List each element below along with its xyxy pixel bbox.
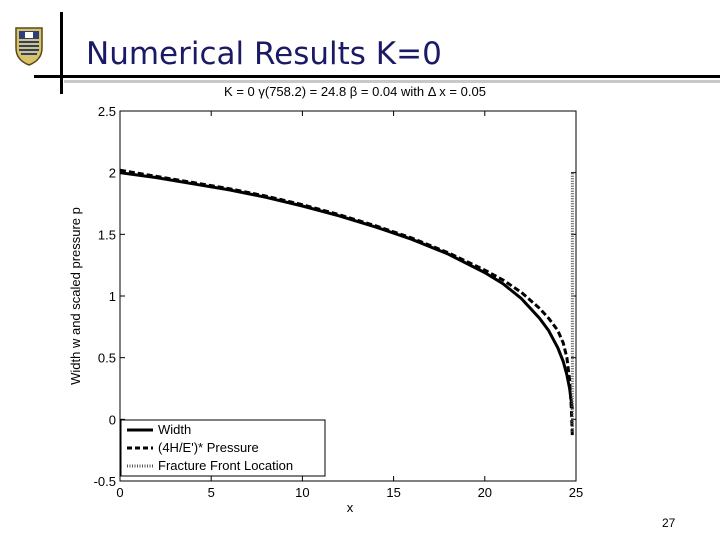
y-tick-label: 1.5: [98, 227, 116, 242]
header-shadow-rule: [64, 80, 720, 83]
legend: Width (4H/E')* Pressure Fracture Front L…: [120, 419, 326, 477]
y-tick-label: 0.5: [98, 351, 116, 366]
x-axis-label: x: [347, 500, 354, 515]
y-axis-label: Width w and scaled pressure p: [68, 207, 83, 385]
x-axis: 0 5 10 15 20 25: [116, 111, 583, 500]
page-number: 27: [662, 516, 676, 530]
x-tick-label: 25: [569, 485, 583, 500]
y-tick-label: -0.5: [94, 474, 116, 489]
slide-title: Numerical Results K=0: [86, 36, 442, 72]
chart-title: K = 0 γ(758.2) = 24.8 β = 0.04 with Δ x …: [224, 84, 486, 99]
legend-box: [120, 419, 326, 477]
legend-label-width: Width: [158, 422, 191, 437]
x-tick-label: 10: [295, 485, 309, 500]
legend-label-pressure: (4H/E')* Pressure: [158, 440, 259, 455]
x-tick-label: 15: [386, 485, 400, 500]
header-horizontal-rule: [34, 75, 720, 78]
x-tick-label: 0: [116, 485, 123, 500]
y-tick-label: 1: [109, 289, 116, 304]
series-line-width: [119, 171, 574, 410]
series-group: [119, 168, 574, 438]
series-line-pressure: [119, 168, 574, 438]
y-tick-label: 0: [109, 412, 116, 427]
crest-logo-icon: [15, 27, 43, 66]
y-tick-label: 2: [109, 166, 116, 181]
header-vertical-rule: [60, 12, 63, 94]
x-tick-label: 5: [208, 485, 215, 500]
legend-label-fracture-front: Fracture Front Location: [158, 458, 293, 473]
plot-area: [119, 110, 577, 482]
y-axis: -0.5 0 0.5 1 1.5 2 2.5: [94, 104, 576, 489]
y-tick-label: 2.5: [98, 104, 116, 119]
x-tick-label: 20: [478, 485, 492, 500]
